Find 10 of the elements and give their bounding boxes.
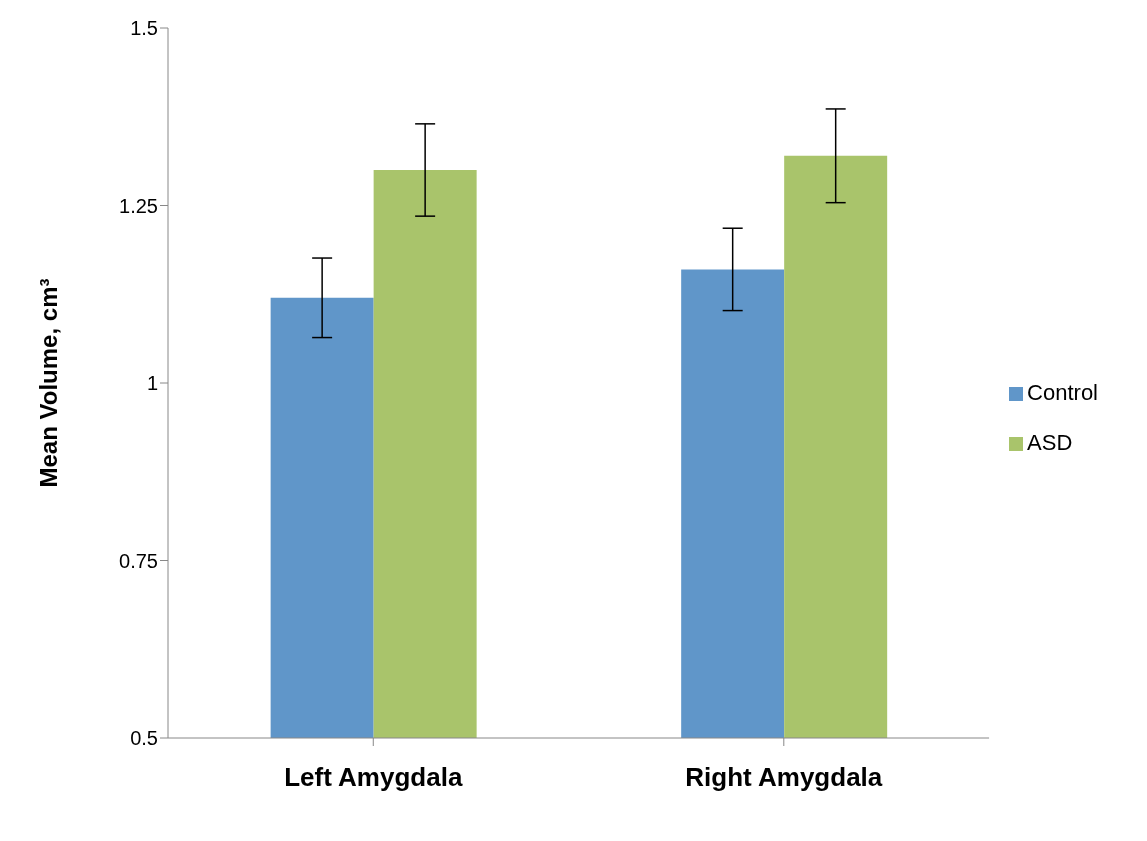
y-tick-label: 1.25	[119, 194, 158, 217]
y-tick-label: 1.5	[130, 17, 158, 40]
legend-label: Control	[1027, 380, 1098, 405]
legend-label: ASD	[1027, 430, 1073, 455]
y-axis-title: Mean Volume, cm³	[34, 278, 62, 488]
y-tick-label: 0.5	[130, 727, 158, 750]
y-tick-label: 1	[146, 372, 158, 395]
x-tick-label: Left Amygdala	[284, 762, 463, 793]
y-tick-label: 0.75	[119, 549, 158, 572]
x-tick-label: Right Amygdala	[685, 762, 883, 793]
